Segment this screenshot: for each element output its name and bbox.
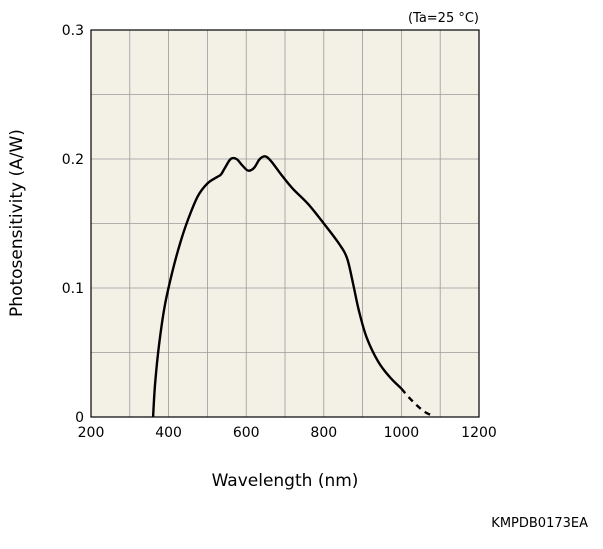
x-tick-label: 1000 [384,425,420,441]
series-line-dashed [400,387,433,417]
figure-code: KMPDB0173EA [491,516,588,531]
grid-lines [91,30,479,417]
plot-frame [90,29,480,418]
x-tick-label: 200 [78,425,105,441]
y-axis-title: Photosensitivity (A/W) [7,129,27,317]
x-axis-title: Wavelength (nm) [212,471,359,491]
x-tick-label: 600 [233,425,260,441]
condition-label: (Ta=25 °C) [408,11,479,26]
y-tick-label: 0.2 [62,152,84,168]
y-tick-labels: 0 0.1 0.2 0.3 [62,23,84,426]
x-tick-label: 1200 [461,425,497,441]
y-tick-label: 0 [75,410,84,426]
x-tick-label: 400 [155,425,182,441]
y-tick-label: 0.3 [62,23,84,39]
y-tick-label: 0.1 [62,281,84,297]
series-line-solid [151,155,403,418]
x-tick-label: 800 [310,425,337,441]
series-layer [151,155,433,418]
x-tick-labels: 200 400 600 800 1000 1200 [78,425,497,441]
